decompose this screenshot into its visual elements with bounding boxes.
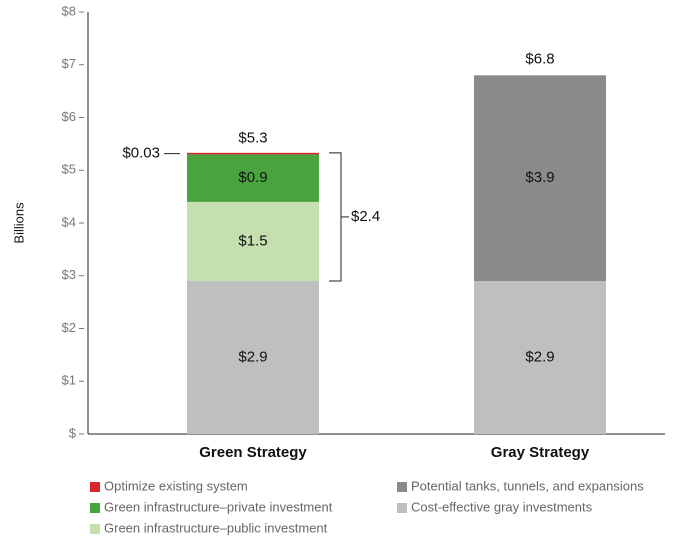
- y-tick-label: $: [69, 425, 77, 440]
- total-label: $6.8: [525, 50, 554, 67]
- bar-segment: [187, 281, 319, 434]
- bar-segment: [474, 281, 606, 434]
- legend-label: Potential tanks, tunnels, and expansions: [411, 478, 644, 493]
- value-label: $0.9: [238, 169, 267, 186]
- y-tick-label: $2: [62, 320, 76, 335]
- bar-segment: [187, 152, 319, 155]
- y-tick-label: $6: [62, 109, 76, 124]
- value-label: $2.9: [525, 348, 554, 365]
- y-tick-label: $7: [62, 56, 76, 71]
- y-tick-label: $8: [62, 3, 76, 18]
- value-label: $0.03: [122, 145, 160, 162]
- y-tick-label: $5: [62, 162, 76, 177]
- bar-segment: [187, 154, 319, 202]
- value-label: $2.9: [238, 348, 267, 365]
- y-tick-label: $1: [62, 373, 76, 388]
- legend-label: Green infrastructure–public investment: [104, 520, 328, 535]
- legend-swatch: [397, 503, 407, 513]
- y-axis-label: Billions: [11, 202, 26, 244]
- value-label: $1.5: [238, 232, 267, 249]
- bracket-label: $2.4: [351, 208, 380, 225]
- legend-label: Cost-effective gray investments: [411, 499, 593, 514]
- x-tick-label: Gray Strategy: [491, 444, 590, 461]
- bar-segment: [474, 75, 606, 282]
- value-label: $3.9: [525, 169, 554, 186]
- y-tick-label: $4: [62, 214, 76, 229]
- bar-segment: [187, 201, 319, 282]
- legend-swatch: [397, 482, 407, 492]
- legend-label: Optimize existing system: [104, 478, 248, 493]
- legend-swatch: [90, 524, 100, 534]
- total-label: $5.3: [238, 129, 267, 146]
- legend-label: Green infrastructure–private investment: [104, 499, 333, 514]
- legend-swatch: [90, 503, 100, 513]
- y-tick-label: $3: [62, 267, 76, 282]
- bracket: [329, 152, 342, 282]
- x-tick-label: Green Strategy: [199, 444, 307, 461]
- legend-swatch: [90, 482, 100, 492]
